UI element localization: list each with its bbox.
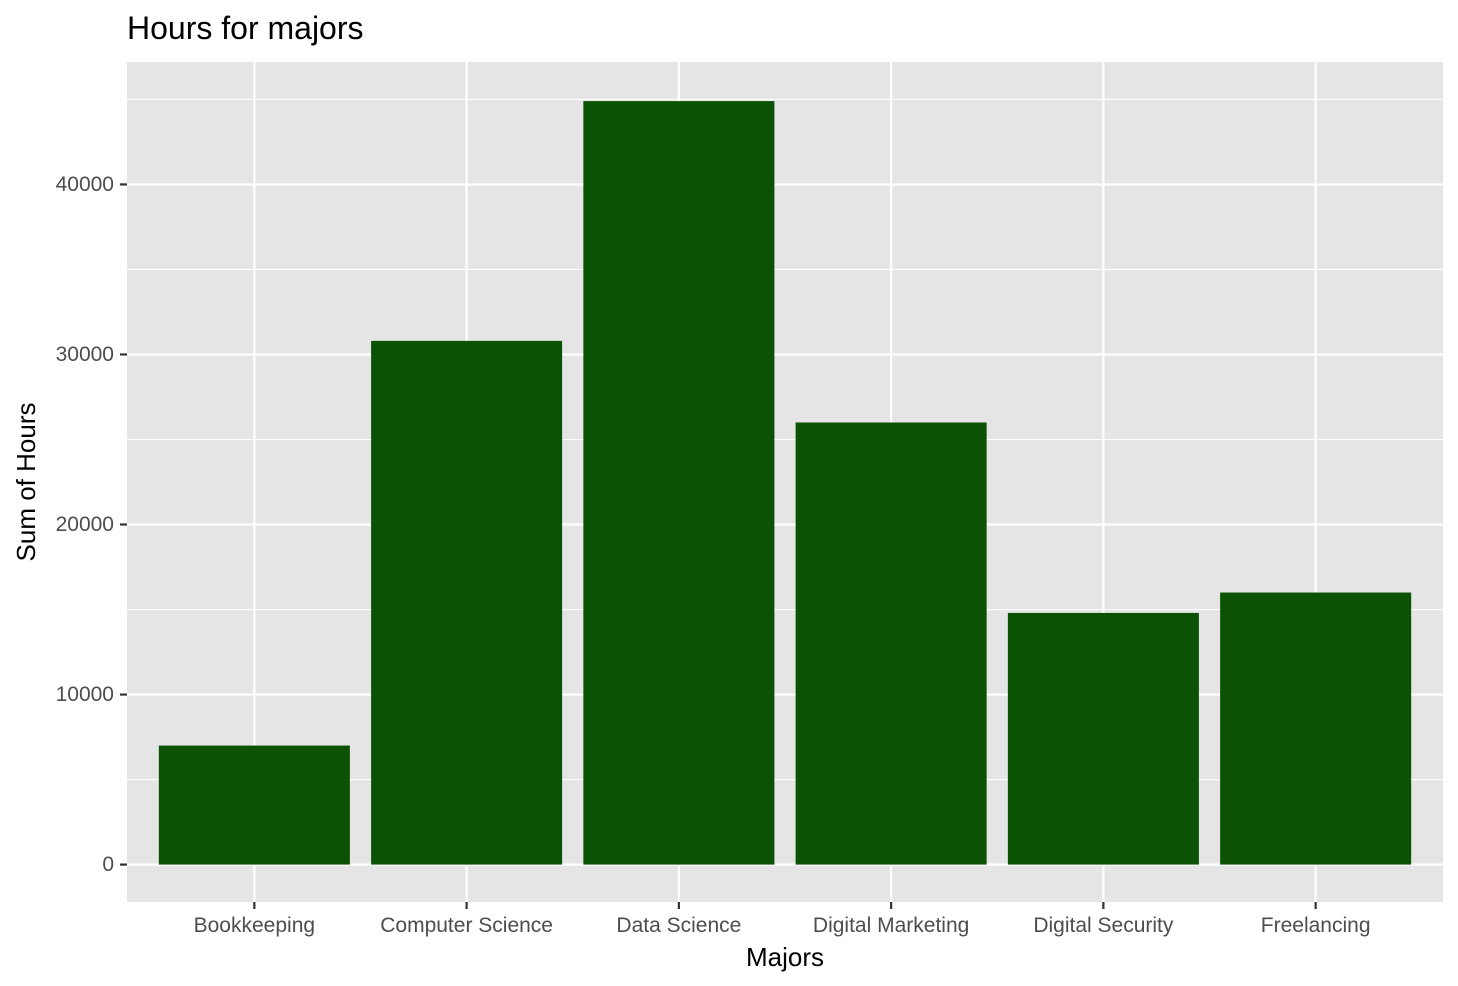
x-tick-label: Data Science [616,914,741,937]
y-tick-label: 20000 [56,513,114,536]
x-tick-label: Digital Marketing [813,914,969,937]
x-tick-label: Computer Science [380,914,553,937]
y-tick-label: 40000 [56,173,114,196]
x-tick-label: Freelancing [1261,914,1371,937]
y-axis-title: Sum of Hours [11,403,41,562]
bar-digital-marketing [795,422,987,865]
bar-bookkeeping [158,745,350,865]
bar-freelancing [1220,592,1412,865]
chart-title: Hours for majors [127,10,364,46]
bars [158,101,1412,865]
x-axis-title: Majors [746,942,824,972]
bar-digital-security [1007,612,1199,865]
x-axis: Bookkeeping Computer Science Data Science D… [194,902,1371,937]
x-tick-label: Bookkeeping [194,914,315,937]
bar-computer-science [371,340,563,865]
y-tick-label: 30000 [56,343,114,366]
y-tick-label: 10000 [56,683,114,706]
y-axis: 0 10000 20000 30000 40000 [56,173,127,876]
y-tick-label: 0 [102,853,114,876]
bar-data-science [583,101,775,865]
x-tick-label: Digital Security [1033,914,1174,937]
